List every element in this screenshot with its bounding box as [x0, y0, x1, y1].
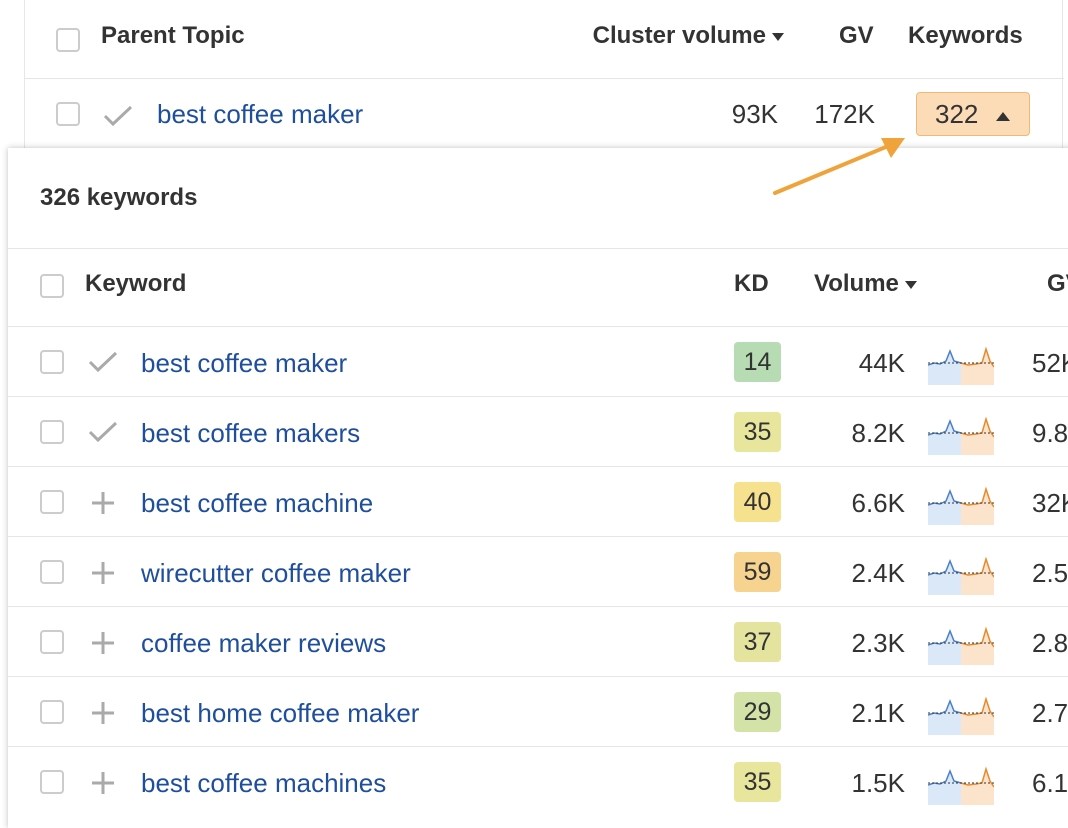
- header: GV: [839, 22, 874, 49]
- divider: [24, 78, 1064, 79]
- topic-link[interactable]: best coffee maker: [157, 99, 364, 129]
- kd-badge: 37: [734, 622, 781, 662]
- gv: 2.5K: [1032, 558, 1068, 588]
- keywords-count: 322: [935, 99, 979, 129]
- panel-title: 326 keywords: [40, 184, 198, 211]
- checkbox[interactable]: [40, 350, 64, 374]
- divider: [1062, 0, 1063, 148]
- row-icon: [88, 421, 118, 443]
- gv: 52K: [1032, 348, 1068, 378]
- gv: 9.8K: [1032, 418, 1068, 448]
- keyword-row: best home coffee maker 29 2.1K 2.7K: [8, 676, 1068, 747]
- gv: 2.8K: [1032, 628, 1068, 658]
- volume: 6.6K: [851, 488, 906, 518]
- volume: 1.5K: [851, 768, 906, 798]
- keyword-link[interactable]: best coffee makers: [141, 418, 361, 448]
- row-icon[interactable]: [88, 560, 118, 586]
- checkbox[interactable]: [40, 770, 64, 794]
- header: Parent Topic: [101, 22, 245, 49]
- checkbox[interactable]: [40, 490, 64, 514]
- keyword-link[interactable]: best coffee machine: [141, 488, 374, 518]
- header: GV: [1047, 270, 1068, 297]
- cluster-volume: 93K: [731, 99, 778, 129]
- divider: [24, 0, 25, 148]
- trend-sparkline: [928, 761, 994, 805]
- volume: 8.2K: [851, 418, 906, 448]
- volume: 2.1K: [851, 698, 906, 728]
- checkbox[interactable]: [40, 274, 64, 298]
- kd-badge: 35: [734, 412, 781, 452]
- trend-sparkline: [928, 411, 994, 455]
- header: Keyword: [85, 270, 187, 297]
- volume: 2.4K: [851, 558, 906, 588]
- keyword-row: best coffee machine 40 6.6K 32K: [8, 466, 1068, 537]
- header-text: Cluster volume: [592, 22, 766, 49]
- keywords-button[interactable]: 322: [916, 92, 1030, 136]
- annotation-arrow: [773, 138, 905, 195]
- checkbox[interactable]: [56, 102, 80, 126]
- keyword-link[interactable]: coffee maker reviews: [141, 628, 387, 658]
- volume: 44K: [858, 348, 905, 378]
- trend-sparkline: [928, 481, 994, 525]
- row-icon[interactable]: [88, 490, 118, 516]
- keywords-panel: 326 keywords Keyword KD Volume GV best c…: [8, 148, 1068, 828]
- row-icon[interactable]: [88, 630, 118, 656]
- trend-sparkline: [928, 551, 994, 595]
- gv: 32K: [1032, 488, 1068, 518]
- kd-badge: 14: [734, 342, 781, 382]
- header: Keywords: [908, 22, 1023, 49]
- checkbox[interactable]: [40, 420, 64, 444]
- keyword-row: best coffee maker 14 44K 52K: [8, 326, 1068, 397]
- header[interactable]: Cluster volume: [593, 22, 784, 50]
- checkbox[interactable]: [40, 700, 64, 724]
- trend-sparkline: [928, 621, 994, 665]
- checkbox[interactable]: [56, 28, 80, 52]
- gv: 172K: [814, 99, 875, 129]
- row-icon[interactable]: [88, 700, 118, 726]
- kd-badge: 29: [734, 692, 781, 732]
- kd-badge: 35: [734, 762, 781, 802]
- keyword-row: wirecutter coffee maker 59 2.4K 2.5K: [8, 536, 1068, 607]
- row-icon[interactable]: [88, 770, 118, 796]
- keyword-link[interactable]: best coffee machines: [141, 768, 387, 798]
- kd-badge: 59: [734, 552, 781, 592]
- trend-sparkline: [928, 341, 994, 385]
- header-text: Volume: [814, 270, 899, 297]
- checkbox[interactable]: [40, 560, 64, 584]
- checkbox[interactable]: [40, 630, 64, 654]
- keyword-link[interactable]: best coffee maker: [141, 348, 348, 378]
- kd-badge: 40: [734, 482, 781, 522]
- keyword-row: coffee maker reviews 37 2.3K 2.8K: [8, 606, 1068, 677]
- header: KD: [734, 270, 769, 297]
- row-icon: [88, 351, 118, 373]
- keyword-link[interactable]: best home coffee maker: [141, 698, 420, 728]
- check-icon: [103, 105, 133, 127]
- volume: 2.3K: [851, 628, 906, 658]
- header[interactable]: Volume: [814, 270, 917, 298]
- trend-sparkline: [928, 691, 994, 735]
- gv: 2.7K: [1032, 698, 1068, 728]
- keyword-link[interactable]: wirecutter coffee maker: [141, 558, 411, 588]
- keyword-row: best coffee makers 35 8.2K 9.8K: [8, 396, 1068, 467]
- gv: 6.1K: [1032, 768, 1068, 798]
- keyword-row: best coffee machines 35 1.5K 6.1K: [8, 746, 1068, 817]
